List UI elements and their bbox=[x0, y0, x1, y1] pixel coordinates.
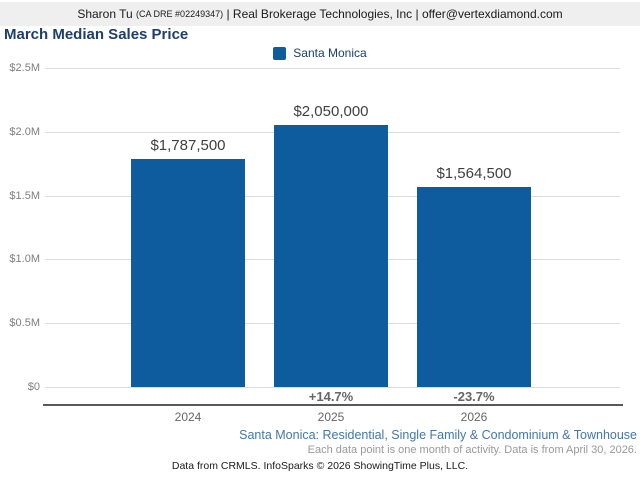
header-separator: | bbox=[415, 7, 419, 21]
legend-label: Santa Monica bbox=[293, 46, 367, 60]
bar-value-label: $1,787,500 bbox=[150, 137, 226, 154]
chart-plot-area: $1,787,500 $2,050,000 $1,564,500 bbox=[45, 68, 620, 388]
pct-change-2026: -23.7% bbox=[453, 389, 495, 404]
y-axis: $2.5M $2.0M $1.5M $1.0M $0.5M $0 bbox=[0, 62, 40, 393]
x-tick-2025: 2025 bbox=[317, 410, 345, 424]
gridline bbox=[45, 68, 620, 69]
x-tick-2026: 2026 bbox=[460, 410, 488, 424]
header-separator: | bbox=[226, 7, 230, 21]
y-tick: $2.5M bbox=[9, 62, 40, 74]
y-tick: $1.5M bbox=[9, 189, 40, 202]
pct-change-2025: +14.7% bbox=[308, 389, 354, 404]
legend: Santa Monica bbox=[0, 46, 640, 60]
bar-value-label: $2,050,000 bbox=[293, 103, 369, 120]
agent-email: offer@vertexdiamond.com bbox=[421, 7, 563, 21]
percent-change-row: +14.7% -23.7% bbox=[45, 389, 620, 405]
legend-swatch bbox=[273, 46, 287, 60]
gridline bbox=[45, 387, 620, 388]
chart-title: March Median Sales Price bbox=[4, 26, 189, 43]
bar-group-2025: $2,050,000 bbox=[274, 68, 388, 387]
data-note-footnote: Each data point is one month of activity… bbox=[307, 444, 637, 456]
x-axis-labels: 2024 2025 2026 bbox=[45, 410, 620, 426]
agent-name: Sharon Tu bbox=[77, 7, 133, 21]
bar-group-2024: $1,787,500 bbox=[131, 68, 245, 387]
bar-2026 bbox=[417, 187, 531, 387]
agent-license: (CA DRE #02249347) bbox=[136, 9, 224, 19]
y-tick: $1.0M bbox=[9, 253, 40, 266]
bar-2024 bbox=[131, 159, 245, 387]
y-tick: $2.0M bbox=[9, 125, 40, 138]
bar-2025 bbox=[274, 125, 388, 387]
x-axis-line bbox=[43, 404, 623, 406]
bar-value-label: $1,564,500 bbox=[436, 165, 512, 182]
x-tick-2024: 2024 bbox=[174, 410, 202, 424]
bar-group-2026: $1,564,500 bbox=[417, 68, 531, 387]
y-tick: $0.5M bbox=[9, 317, 40, 330]
segment-footnote: Santa Monica: Residential, Single Family… bbox=[239, 428, 637, 442]
header-bar: Sharon Tu (CA DRE #02249347) | Real Brok… bbox=[0, 2, 640, 26]
brokerage-name: Real Brokerage Technologies, Inc bbox=[232, 7, 413, 21]
y-tick: $0 bbox=[27, 381, 40, 393]
attribution-footnote: Data from CRMLS. InfoSparks © 2026 Showi… bbox=[171, 460, 469, 472]
